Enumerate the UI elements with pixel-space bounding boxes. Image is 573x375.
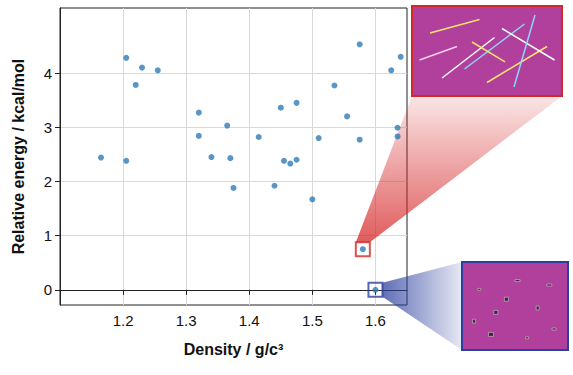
svg-text:4: 4 <box>44 65 52 82</box>
svg-text:1.5: 1.5 <box>302 312 323 329</box>
svg-text:Relative energy / kcal/mol: Relative energy / kcal/mol <box>10 59 27 255</box>
svg-text:1.6: 1.6 <box>365 312 386 329</box>
svg-text:2: 2 <box>44 173 52 190</box>
svg-text:1.2: 1.2 <box>113 312 134 329</box>
svg-text:3: 3 <box>44 119 52 136</box>
svg-text:1: 1 <box>44 227 52 244</box>
svg-text:Density / g/c³: Density / g/c³ <box>184 341 284 358</box>
svg-text:0: 0 <box>44 281 52 298</box>
svg-text:1.4: 1.4 <box>239 312 260 329</box>
svg-text:1.3: 1.3 <box>176 312 197 329</box>
